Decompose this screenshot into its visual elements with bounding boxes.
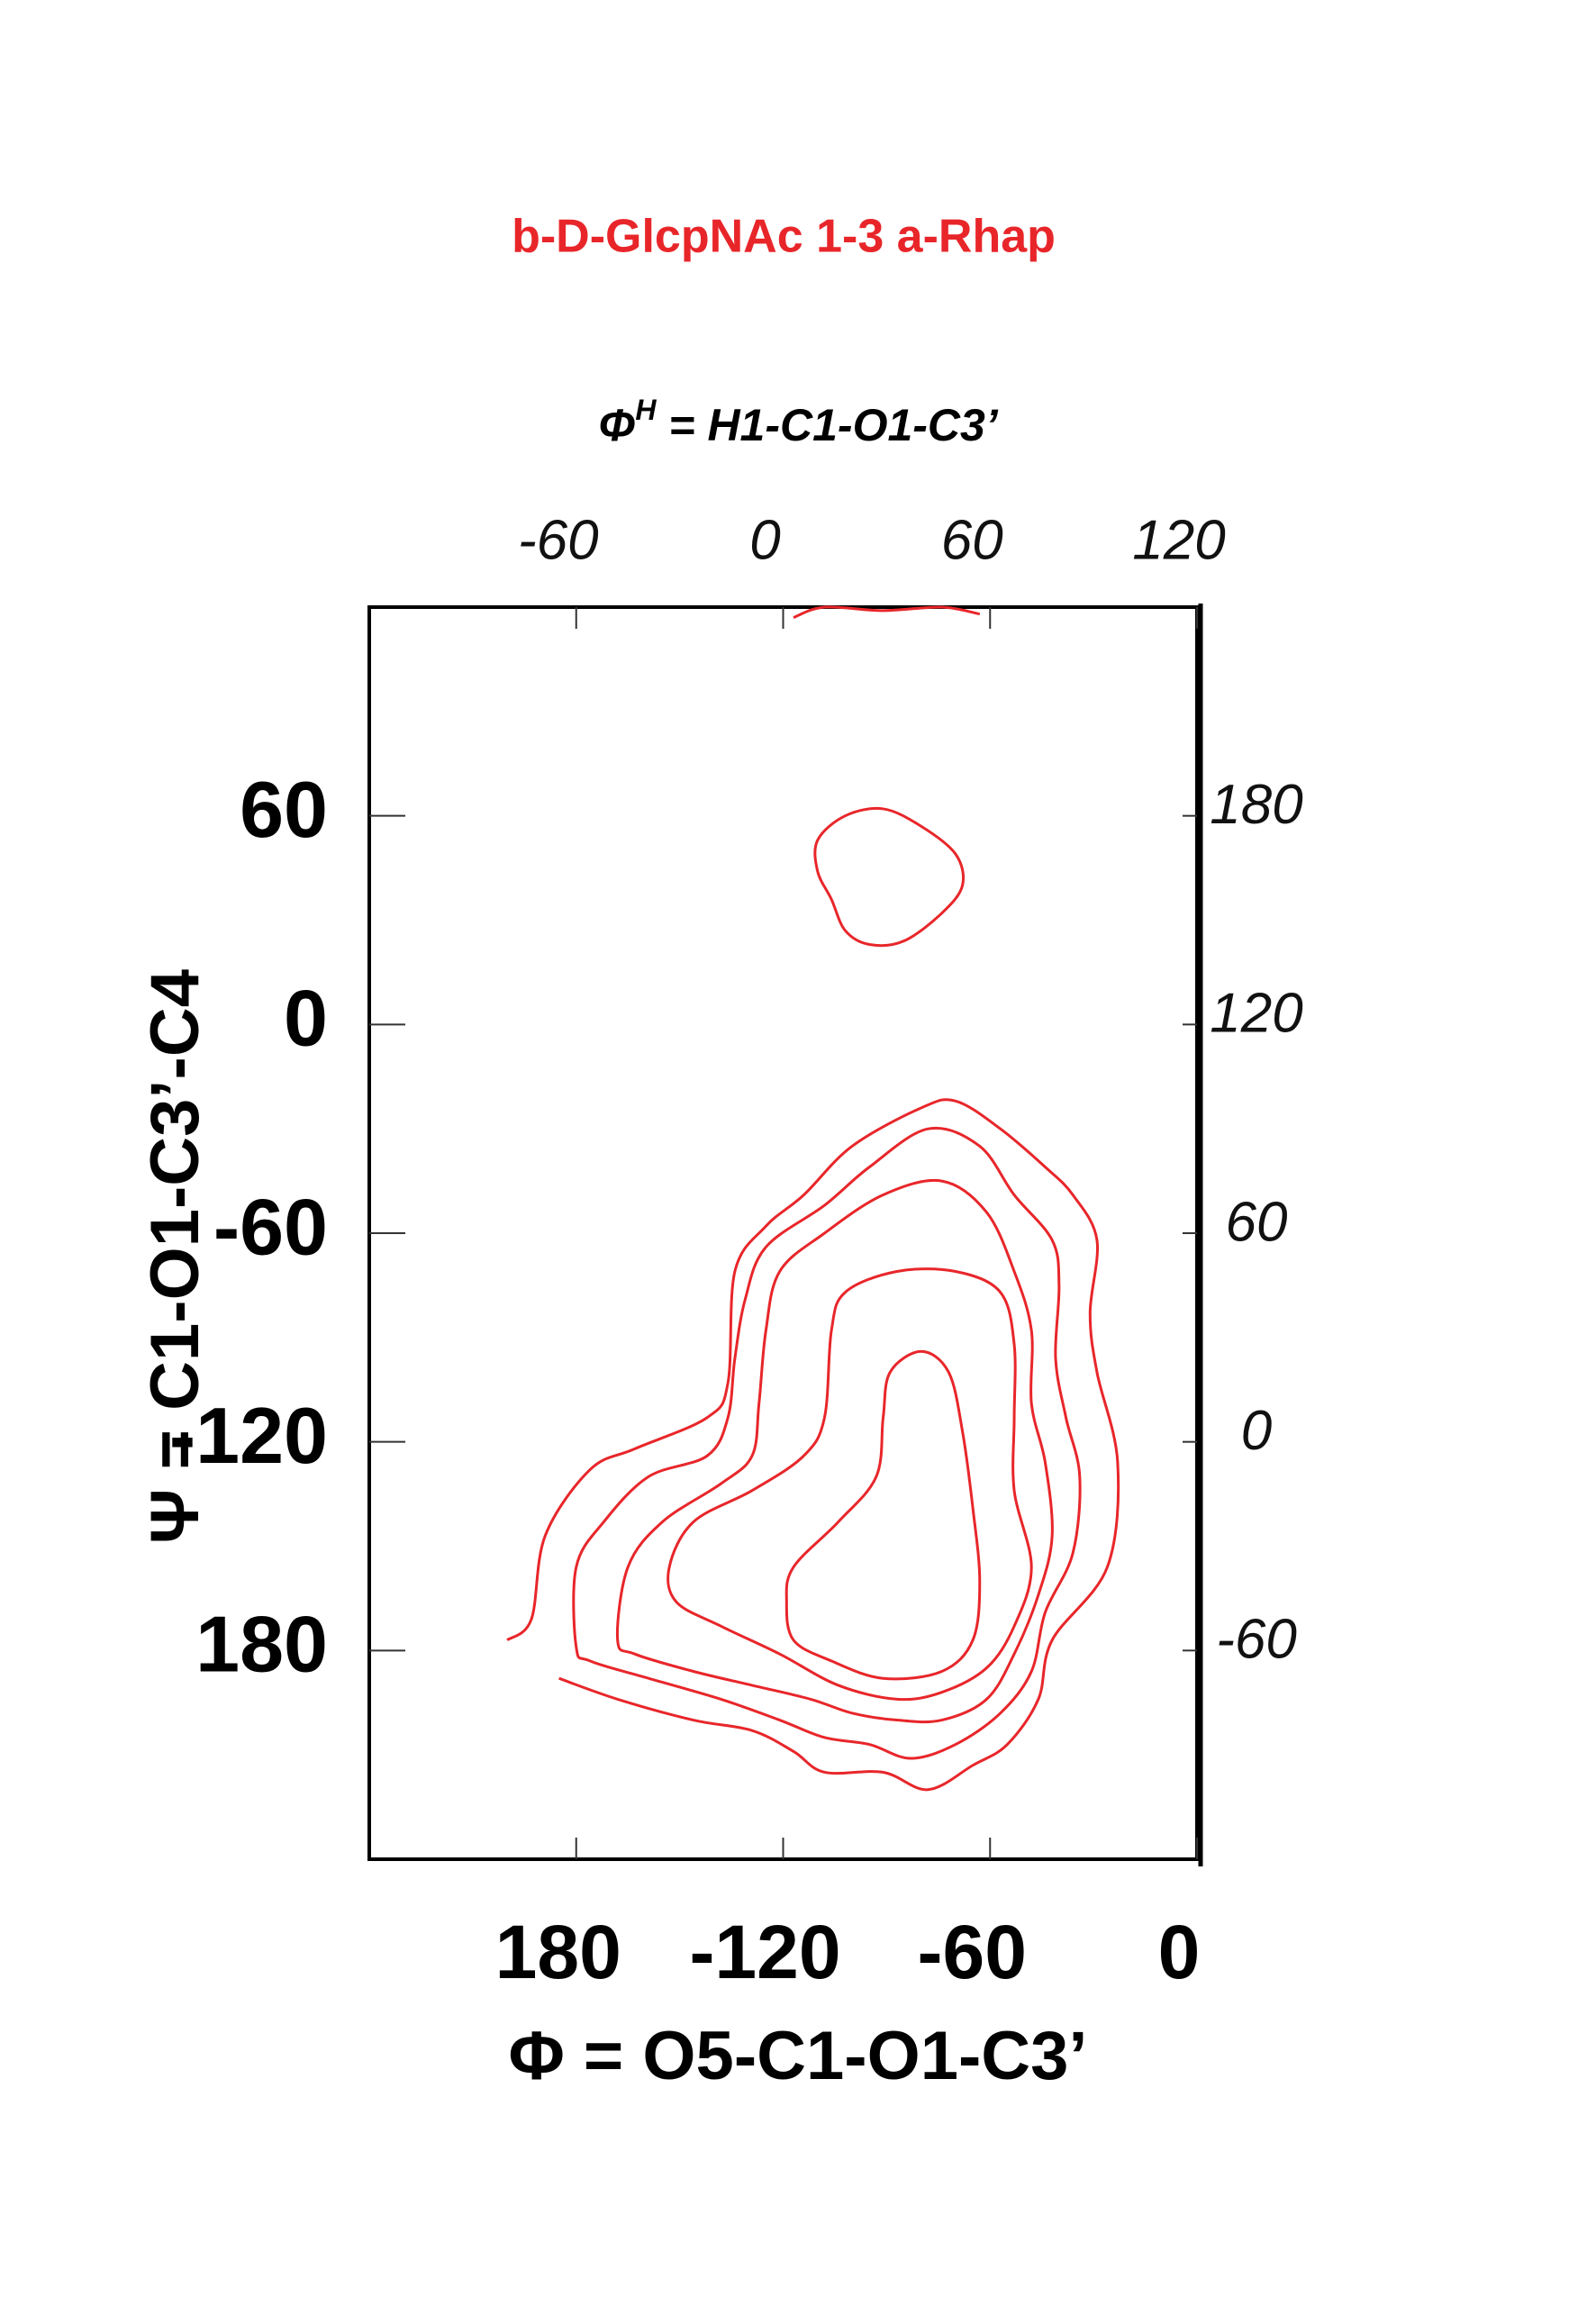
top-tick-label: -60 — [518, 509, 599, 571]
x-axis-label: Φ = O5-C1-O1-C3’ — [508, 2018, 1087, 2094]
right-tick-label: 60 — [1226, 1191, 1288, 1253]
contour-line — [793, 605, 981, 620]
right-tick-label: 120 — [1210, 983, 1302, 1045]
right-tick-label: -60 — [1216, 1609, 1297, 1671]
top-tick-label: 0 — [749, 509, 780, 571]
contour-line — [784, 1349, 982, 1681]
contour-line — [667, 1267, 1033, 1702]
x-tick-label: -60 — [918, 1910, 1027, 1994]
contour-line — [506, 1098, 1120, 1792]
right-tick-label: 0 — [1241, 1400, 1272, 1462]
y-tick-label: 60 — [240, 765, 328, 854]
y-tick-label: -60 — [213, 1182, 328, 1271]
contour-line — [572, 1126, 1082, 1760]
contour-line — [615, 1178, 1054, 1724]
y-axis-label: Ψ = C1-O1-C3’-C4 — [137, 969, 213, 1544]
top-tick-label: 60 — [941, 509, 1003, 571]
y-tick-label: 180 — [195, 1600, 328, 1689]
x-tick-label: 180 — [495, 1910, 621, 1994]
top-axis-label: ΦH = H1-C1-O1-C3’ — [598, 394, 999, 450]
y-tick-label: 0 — [284, 974, 328, 1063]
contour-line — [813, 806, 966, 948]
top-tick-label: 120 — [1132, 509, 1225, 571]
chart-title: b-D-GlcpNAc 1-3 a-Rhap — [512, 211, 1056, 263]
right-tick-label: 180 — [1210, 774, 1302, 836]
top-axis-rest: = H1-C1-O1-C3’ — [656, 400, 998, 450]
x-tick-label: 0 — [1158, 1910, 1201, 1994]
top-axis-superscript: H — [635, 394, 657, 426]
x-tick-label: -120 — [689, 1910, 840, 1994]
y-tick-label: -120 — [169, 1391, 328, 1480]
top-axis-symbol: Φ — [598, 400, 635, 450]
